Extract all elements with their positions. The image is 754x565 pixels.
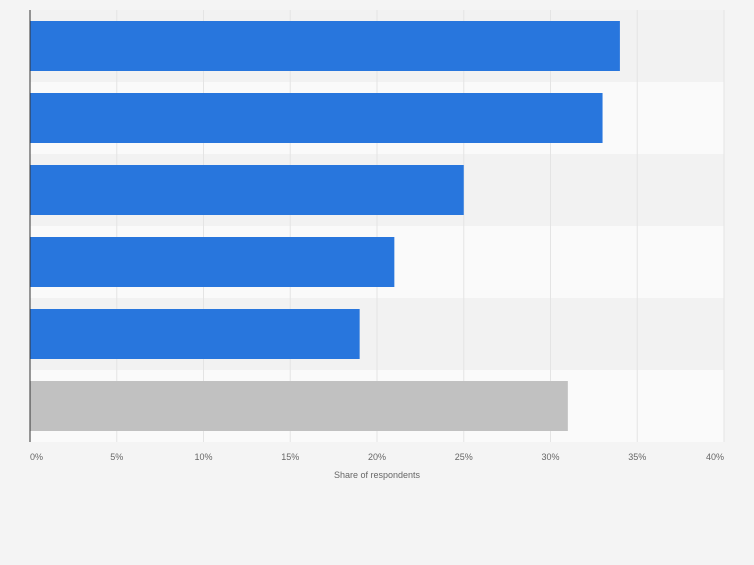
x-tick-labels: 0% 5% 10% 15% 20% 25% 30% 35% 40% xyxy=(30,452,724,462)
x-axis-label: Share of respondents xyxy=(334,470,421,480)
x-tick-label: 0% xyxy=(30,452,43,462)
bar[interactable] xyxy=(30,21,620,71)
x-tick-label: 25% xyxy=(455,452,473,462)
x-tick-label: 20% xyxy=(368,452,386,462)
bar[interactable] xyxy=(30,381,568,431)
x-tick-label: 30% xyxy=(541,452,559,462)
x-tick-label: 40% xyxy=(706,452,724,462)
bar[interactable] xyxy=(30,165,464,215)
bar[interactable] xyxy=(30,93,603,143)
bars xyxy=(30,21,620,431)
bar[interactable] xyxy=(30,309,360,359)
x-tick-label: 5% xyxy=(110,452,123,462)
x-tick-label: 15% xyxy=(281,452,299,462)
x-tick-label: 10% xyxy=(194,452,212,462)
x-tick-label: 35% xyxy=(628,452,646,462)
bar[interactable] xyxy=(30,237,395,287)
